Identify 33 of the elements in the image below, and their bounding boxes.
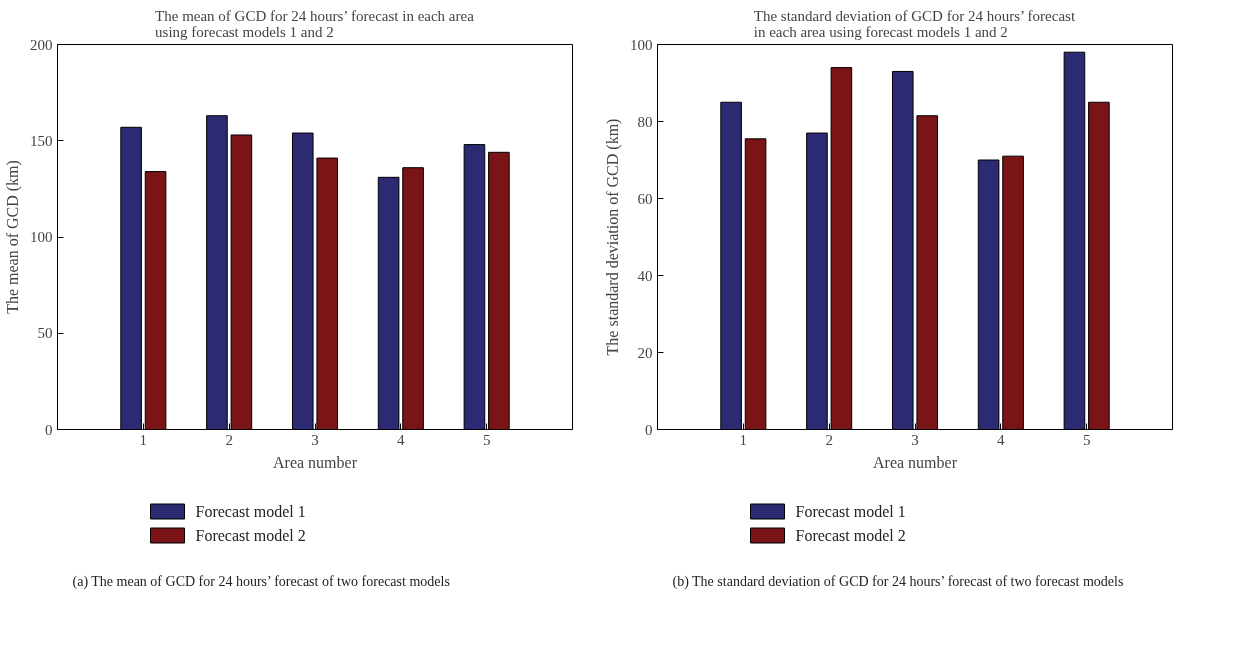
legend-label: Forecast model 2: [795, 527, 906, 544]
x-tick-label: 4: [997, 431, 1006, 448]
y-axis-title: The mean of GCD (km): [4, 160, 22, 314]
x-tick-label: 5: [1082, 431, 1091, 448]
legend-label: Forecast model 1: [795, 503, 906, 520]
y-tick-label: 100: [30, 229, 53, 245]
y-tick-label: 20: [637, 344, 653, 361]
text: (a) The mean of GCD for 24 hours’ forecast of two forecast models: [72, 574, 450, 590]
y-tick-label: 60: [637, 190, 653, 207]
x-axis-title: Area number: [873, 453, 958, 471]
y-tick-label: 150: [30, 132, 53, 149]
x-axis-title: Area number: [273, 453, 358, 471]
x-tick-label: 2: [225, 431, 233, 448]
chart-title: The mean of GCD for 24 hours’ forecast in each area using forecast models 1 and 2: [155, 7, 475, 40]
x-tick-label: 1: [739, 431, 748, 448]
x-tick-label: 3: [311, 431, 319, 448]
y-tick-label: 80: [637, 113, 653, 130]
x-tick-label: 3: [911, 431, 919, 448]
chart-title: The standard deviation of GCD for 24 hours’ forecast in each area using forecast models 1 and 2: [753, 7, 1076, 40]
x-tick-label: 2: [825, 431, 833, 448]
legend-label: Forecast model 1: [195, 503, 306, 520]
y-tick-label: 200: [30, 36, 53, 53]
x-tick-label: 4: [397, 431, 406, 448]
y-tick-label: 50: [37, 325, 53, 342]
x-tick-label: 1: [139, 431, 148, 448]
y-tick-label: 100: [630, 36, 653, 53]
legend-label: Forecast model 2: [195, 527, 306, 544]
y-axis-title: The standard deviation of GCD (km): [604, 118, 622, 356]
y-tick-label: 40: [637, 267, 653, 284]
y-tick-label: 0: [645, 421, 653, 438]
x-tick-label: 5: [482, 431, 491, 448]
y-tick-label: 0: [45, 421, 53, 438]
text: (b) The standard deviation of GCD for 24 hours’ forecast of two forecast models: [672, 574, 1124, 590]
